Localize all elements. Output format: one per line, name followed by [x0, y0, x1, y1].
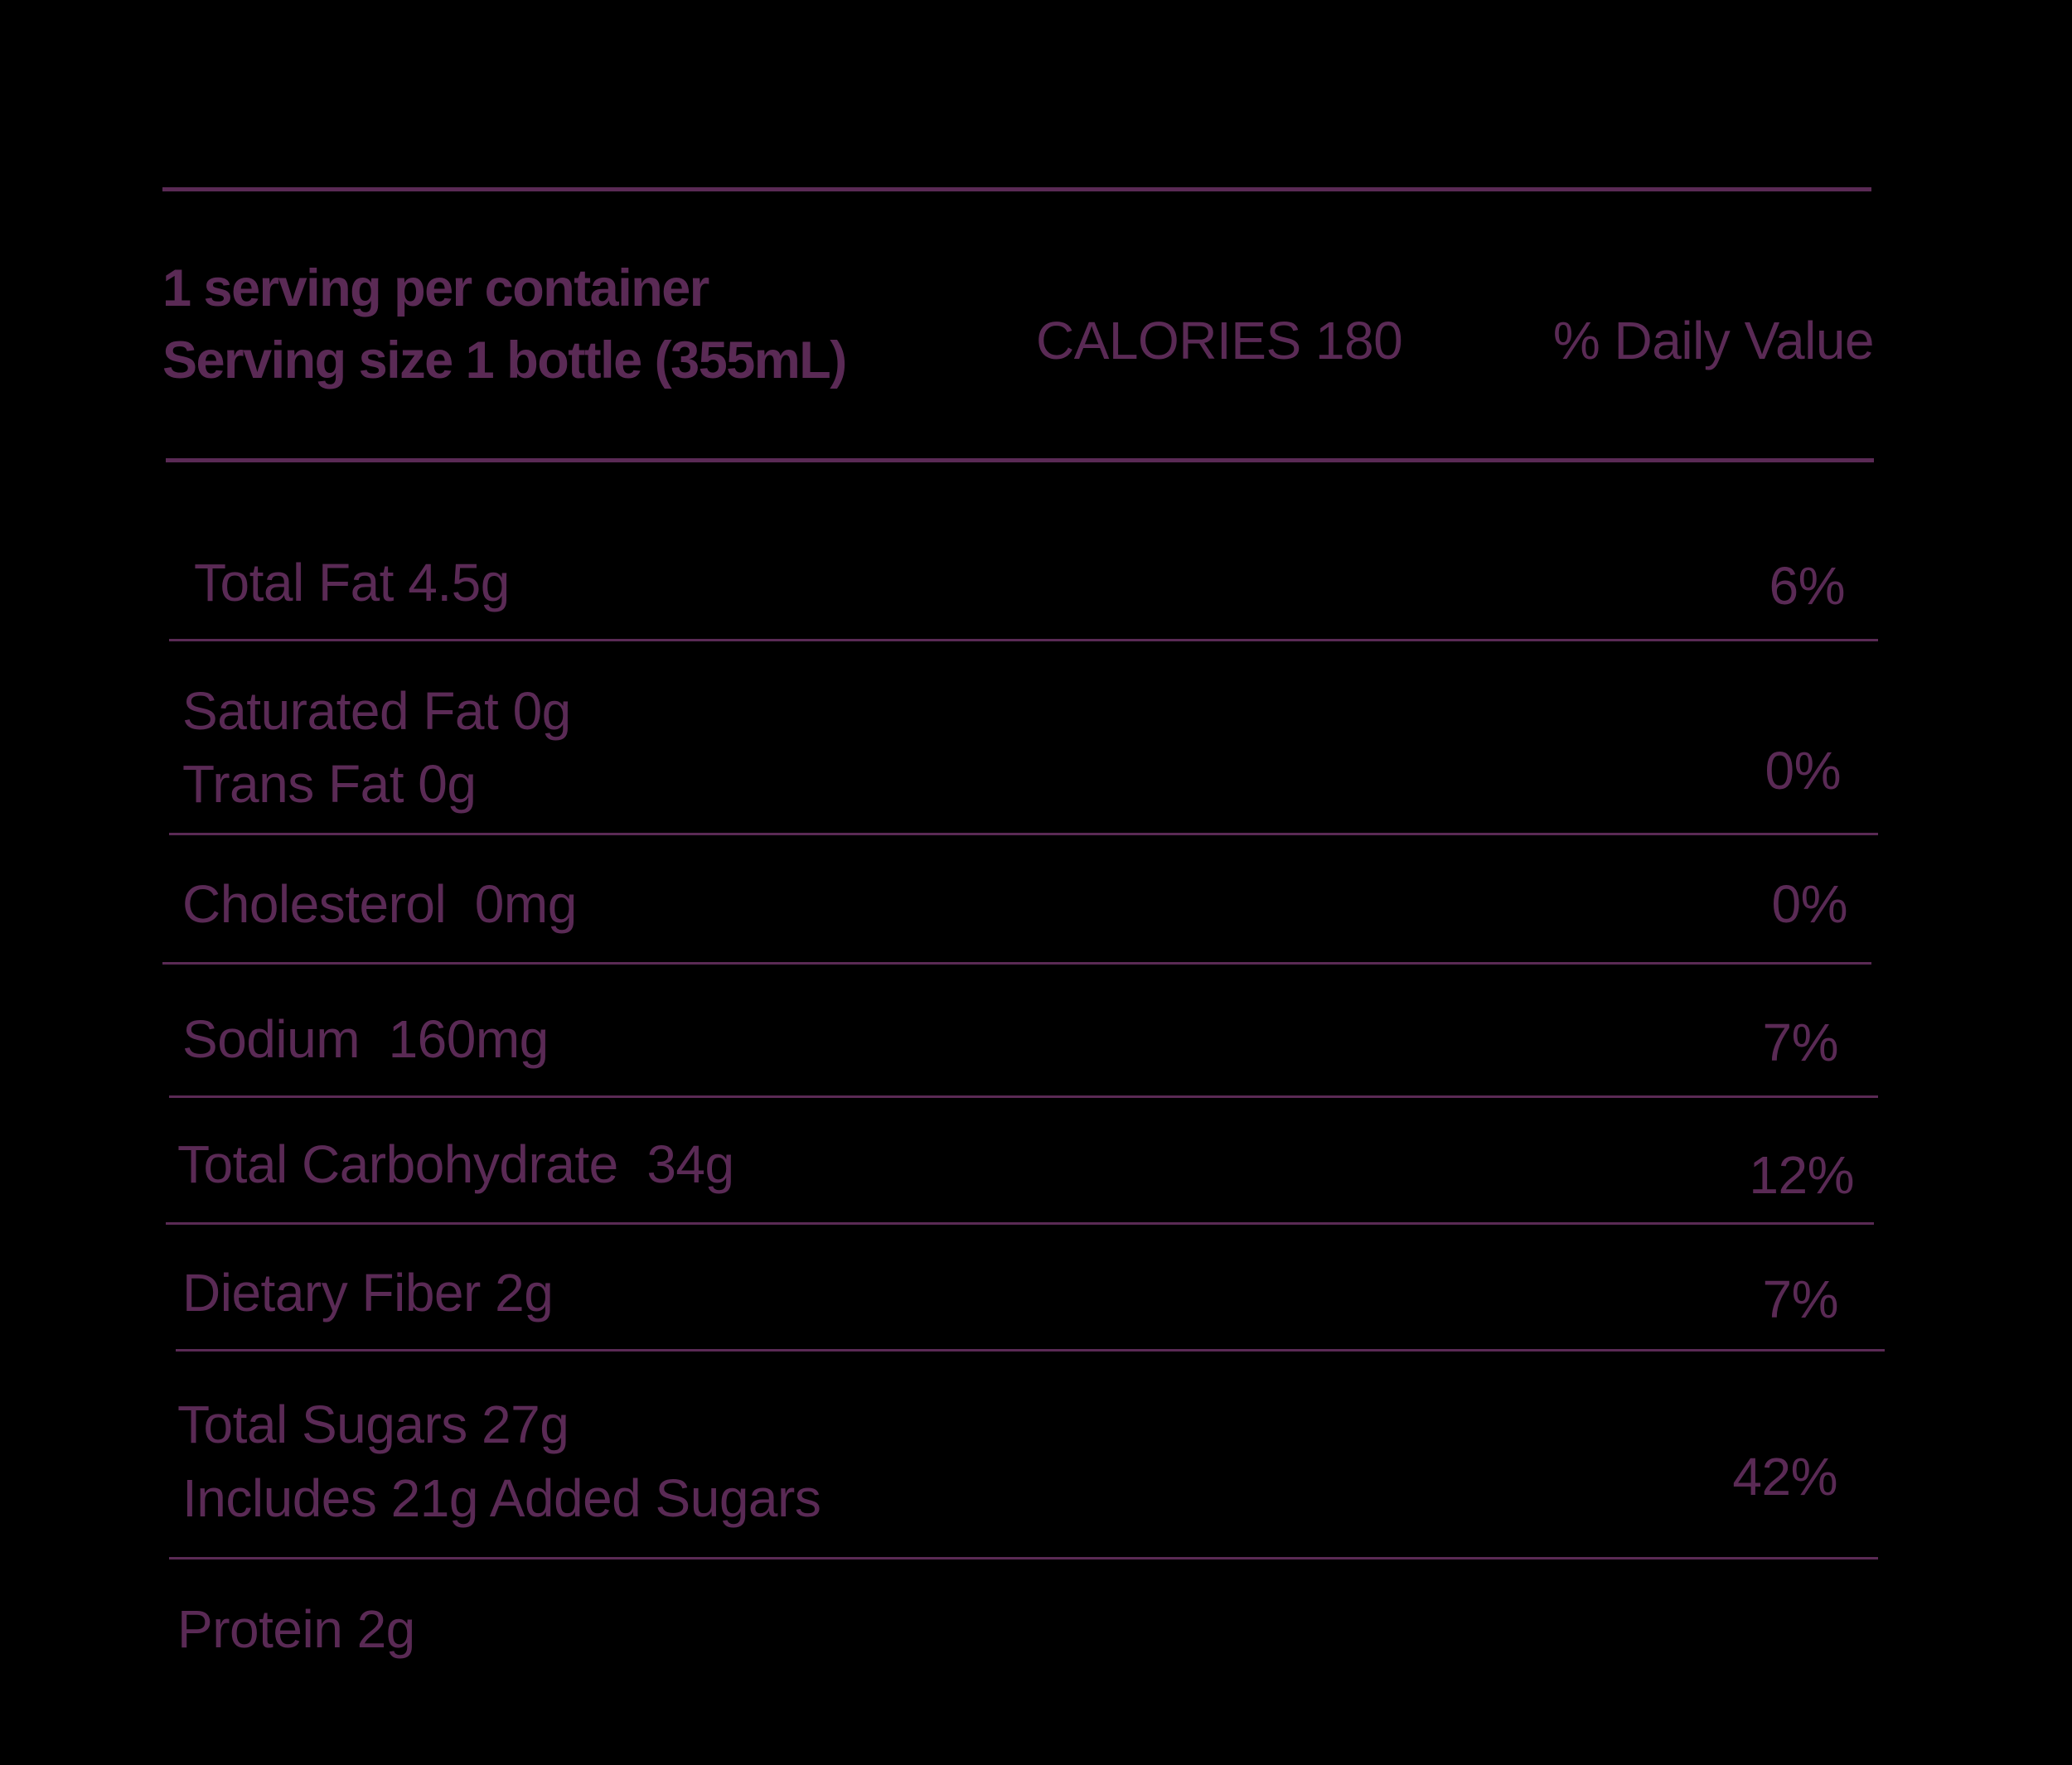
dv-total-fat: 6% [1769, 556, 1846, 616]
nutrient-dietary-fiber: Dietary Fiber 2g [182, 1263, 554, 1323]
dv-sodium: 7% [1762, 1013, 1839, 1072]
dv-fats: 0% [1765, 741, 1842, 800]
divider-fiber [176, 1349, 1885, 1352]
nutrient-total-carbohydrate: Total Carbohydrate 34g [177, 1134, 734, 1194]
nutrient-trans-fat: Trans Fat 0g [182, 754, 477, 814]
daily-value-heading: % Daily Value [1552, 311, 1875, 370]
nutrient-total-sugars: Total Sugars 27g [177, 1395, 569, 1454]
nutrient-cholesterol: Cholesterol 0mg [182, 874, 577, 934]
divider-cholesterol [162, 962, 1871, 965]
header-bottom-rule [166, 458, 1874, 462]
dv-total-carbohydrate: 12% [1749, 1145, 1854, 1205]
nutrient-total-fat: Total Fat 4.5g [194, 553, 510, 612]
divider-sugars [169, 1557, 1878, 1559]
serving-size: Serving size 1 bottle (355mL) [162, 331, 847, 389]
servings-per-container: 1 serving per container [162, 259, 709, 317]
nutrient-protein: Protein 2g [177, 1599, 415, 1659]
dv-cholesterol: 0% [1771, 874, 1848, 934]
nutrient-saturated-fat: Saturated Fat 0g [182, 681, 571, 741]
dv-sugars: 42% [1732, 1447, 1837, 1506]
nutrient-sodium: Sodium 160mg [182, 1009, 549, 1069]
nutrient-added-sugars: Includes 21g Added Sugars [182, 1468, 821, 1528]
header-top-rule [162, 187, 1871, 191]
divider-fats [169, 833, 1878, 835]
dv-dietary-fiber: 7% [1762, 1269, 1839, 1329]
divider-sodium [169, 1095, 1878, 1098]
divider-carbohydrate [166, 1222, 1874, 1225]
calories: CALORIES 180 [1036, 311, 1403, 370]
divider-total-fat [169, 639, 1878, 641]
